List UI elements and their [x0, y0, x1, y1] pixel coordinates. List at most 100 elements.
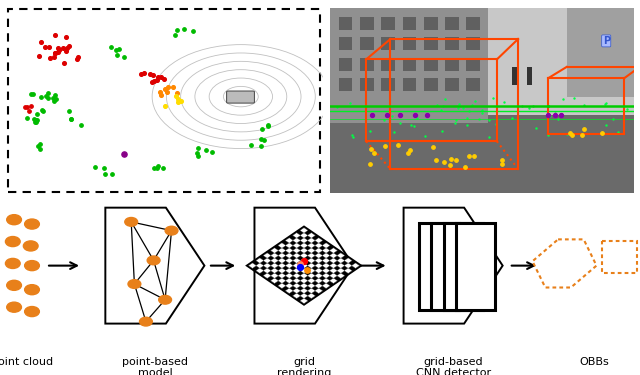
Point [470, 98, 480, 104]
Point [147, 79, 157, 85]
Bar [381, 58, 395, 70]
Point [107, 171, 117, 177]
Circle shape [25, 219, 40, 229]
Point [613, 129, 623, 135]
Text: grid
rendering: grid rendering [277, 357, 331, 375]
Point [28, 91, 38, 97]
Point [112, 52, 122, 58]
Point [256, 136, 266, 142]
Polygon shape [300, 293, 308, 298]
Polygon shape [285, 278, 293, 284]
Bar [445, 37, 459, 50]
Point [462, 115, 472, 121]
Point [100, 171, 110, 177]
Polygon shape [330, 278, 337, 284]
Point [64, 108, 74, 114]
Circle shape [6, 302, 22, 312]
Polygon shape [322, 283, 330, 288]
Point [430, 157, 440, 163]
Point [387, 113, 397, 119]
Circle shape [159, 296, 172, 304]
Point [152, 163, 163, 169]
Polygon shape [307, 283, 316, 288]
Point [484, 117, 494, 123]
Point [405, 147, 415, 153]
Polygon shape [315, 278, 323, 284]
Point [507, 115, 517, 121]
Point [22, 104, 32, 110]
Point [61, 48, 72, 54]
Polygon shape [337, 268, 345, 273]
Polygon shape [300, 253, 308, 258]
Point [172, 90, 182, 96]
Circle shape [25, 261, 40, 271]
Point [160, 103, 170, 109]
Polygon shape [315, 283, 323, 288]
Polygon shape [307, 293, 316, 298]
Bar [339, 78, 353, 91]
Point [346, 132, 356, 138]
Polygon shape [315, 263, 323, 268]
Point [488, 95, 499, 101]
Polygon shape [300, 228, 308, 233]
Point [365, 128, 375, 134]
Circle shape [125, 217, 138, 226]
Point [38, 108, 48, 114]
Point [159, 76, 169, 82]
Point [302, 267, 312, 273]
Point [152, 77, 162, 83]
Polygon shape [263, 258, 271, 263]
Polygon shape [285, 243, 293, 248]
Circle shape [140, 317, 152, 326]
Bar [467, 37, 480, 50]
Point [438, 159, 449, 165]
Polygon shape [322, 268, 330, 273]
Point [263, 122, 273, 128]
Circle shape [147, 256, 160, 265]
Point [394, 112, 404, 118]
Point [550, 112, 560, 118]
Point [450, 120, 460, 126]
Point [41, 93, 51, 99]
Point [43, 90, 53, 96]
Point [173, 96, 183, 102]
Point [499, 99, 509, 105]
Point [136, 70, 147, 76]
Bar [424, 58, 438, 70]
Polygon shape [285, 268, 293, 273]
Polygon shape [256, 263, 264, 268]
Point [365, 146, 376, 152]
Point [468, 153, 479, 159]
Point [33, 143, 43, 149]
Polygon shape [344, 263, 352, 268]
Point [49, 54, 59, 60]
Point [408, 123, 419, 129]
Polygon shape [285, 283, 293, 288]
Polygon shape [300, 278, 308, 284]
Point [44, 44, 54, 50]
Point [446, 156, 456, 162]
Point [295, 261, 305, 267]
Polygon shape [300, 263, 308, 268]
Point [497, 160, 507, 166]
Point [517, 104, 527, 110]
Bar [512, 67, 516, 86]
Polygon shape [271, 278, 278, 284]
Point [193, 153, 203, 159]
Polygon shape [271, 258, 278, 263]
Polygon shape [456, 223, 495, 310]
Polygon shape [263, 253, 271, 258]
Point [531, 125, 541, 131]
Bar [330, 115, 634, 193]
Circle shape [6, 280, 22, 290]
Polygon shape [300, 243, 308, 248]
Point [138, 70, 148, 76]
Polygon shape [307, 288, 316, 294]
Polygon shape [278, 273, 286, 278]
Bar [339, 17, 353, 30]
Polygon shape [271, 253, 278, 258]
Point [43, 95, 53, 101]
Bar [424, 37, 438, 50]
Point [156, 74, 166, 80]
Point [156, 88, 166, 94]
